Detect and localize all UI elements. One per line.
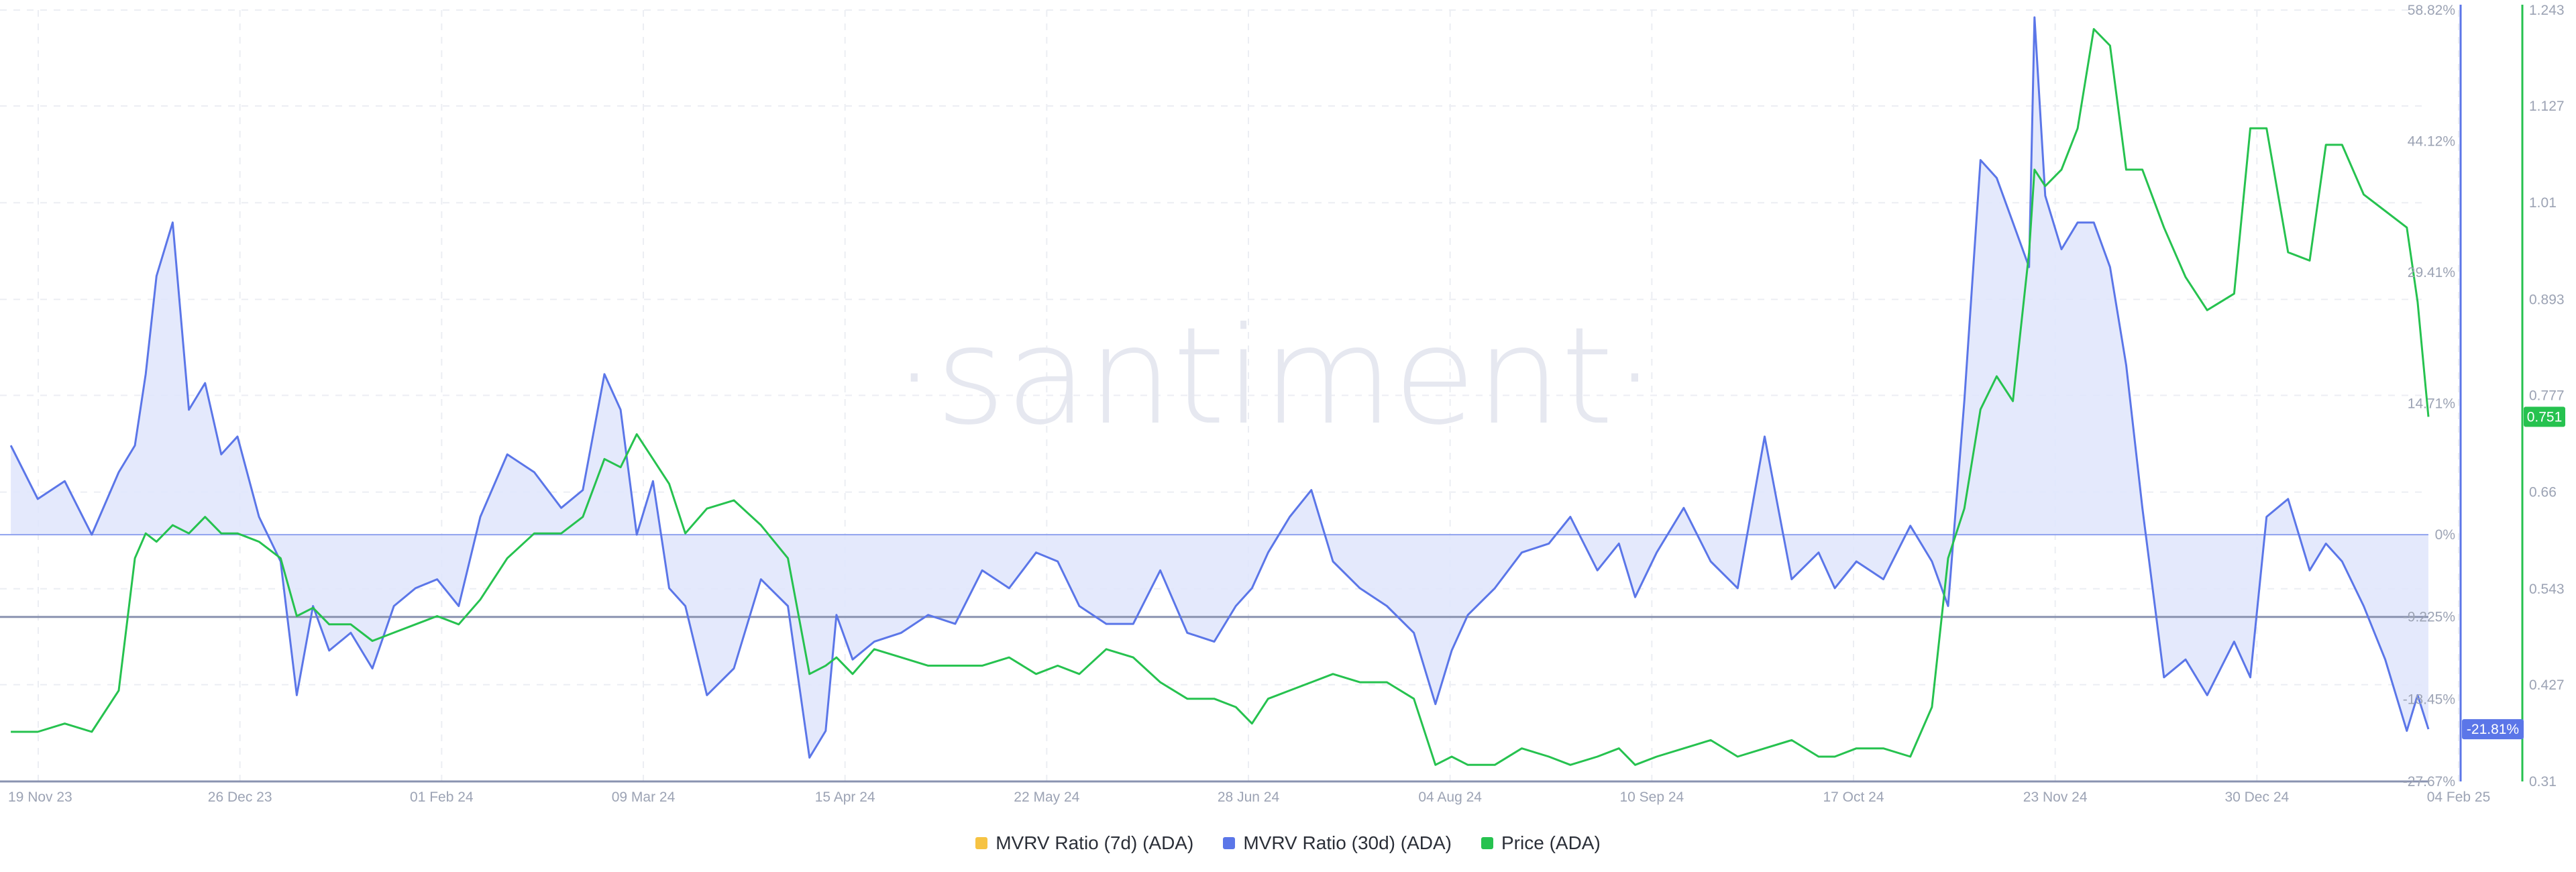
mvrv-axis-tick-label: -18.45% bbox=[2403, 692, 2455, 707]
x-axis-tick-label: 17 Oct 24 bbox=[1823, 789, 1884, 805]
legend-label-mvrv-7d: MVRV Ratio (7d) (ADA) bbox=[996, 832, 1194, 853]
legend-label-price: Price (ADA) bbox=[1501, 832, 1601, 853]
legend-swatch-price bbox=[1481, 837, 1493, 849]
axis-labels: 58.82% 44.12% 29.41% 14.71% 0% -9.225% -18.45%… bbox=[8, 3, 2565, 805]
price-current-badge bbox=[2524, 406, 2565, 427]
legend-swatch-mvrv-30d bbox=[1223, 837, 1236, 849]
mvrv-current-badge bbox=[2462, 719, 2524, 740]
mvrv-current-value: -21.81% bbox=[2467, 722, 2519, 737]
x-axis-tick-label: 04 Feb 25 bbox=[2427, 789, 2491, 805]
legend: MVRV Ratio (7d) (ADA) MVRV Ratio (30d) (… bbox=[0, 826, 2576, 860]
x-axis-tick-label: 15 Apr 24 bbox=[815, 789, 875, 805]
price-line bbox=[11, 28, 2430, 766]
x-axis-tick-label: 23 Nov 24 bbox=[2023, 789, 2088, 805]
mvrv-axis-tick-label: -27.67% bbox=[2403, 774, 2455, 789]
mvrv-axis-tick-label: 58.82% bbox=[2408, 3, 2455, 18]
price-axis-tick-label: 0.66 bbox=[2529, 485, 2557, 500]
mvrv-axis-tick-label: 44.12% bbox=[2408, 133, 2455, 149]
mvrv-axis-tick-label: 0% bbox=[2435, 527, 2455, 543]
x-axis-tick-label: 26 Dec 23 bbox=[208, 789, 272, 805]
current-value-badges: -21.81% 0.751 bbox=[2462, 406, 2565, 740]
x-axis-tick-label: 30 Dec 24 bbox=[2224, 789, 2289, 805]
x-axis-tick-label: 01 Feb 24 bbox=[410, 789, 474, 805]
price-axis-tick-label: 1.01 bbox=[2529, 195, 2557, 211]
x-axis-tick-label: 28 Jun 24 bbox=[1218, 789, 1280, 805]
price-axis-tick-label: 0.427 bbox=[2529, 677, 2565, 693]
price-axis-tick-label: 1.243 bbox=[2529, 3, 2565, 18]
x-axis-tick-label: 19 Nov 23 bbox=[8, 789, 72, 805]
price-axis-tick-label: 0.893 bbox=[2529, 292, 2565, 307]
price-axis-tick-label: 0.777 bbox=[2529, 388, 2565, 403]
mvrv-30d-area bbox=[11, 17, 2429, 758]
x-axis-tick-label: 04 Aug 24 bbox=[1418, 789, 1482, 805]
price-axis-tick-label: 1.127 bbox=[2529, 99, 2565, 114]
mvrv-30d-line bbox=[9, 16, 2430, 759]
axes bbox=[2459, 5, 2524, 781]
x-axis-tick-label: 09 Mar 24 bbox=[612, 789, 676, 805]
x-axis-tick-label: 22 May 24 bbox=[1014, 789, 1079, 805]
price-current-value: 0.751 bbox=[2527, 409, 2563, 425]
mvrv-axis-tick-label: 14.71% bbox=[2408, 396, 2455, 412]
legend-item-mvrv-7d[interactable]: MVRV Ratio (7d) (ADA) bbox=[975, 832, 1193, 854]
legend-item-price[interactable]: Price (ADA) bbox=[1481, 832, 1601, 854]
price-axis-tick-label: 0.31 bbox=[2529, 774, 2557, 789]
mvrv-price-chart: ·santiment· 58.82% 44.12% 29.41% 14.71% 0% -9… bbox=[0, 3, 2565, 805]
legend-item-mvrv-30d[interactable]: MVRV Ratio (30d) (ADA) bbox=[1223, 832, 1452, 854]
mvrv-axis-tick-label: -9.225% bbox=[2403, 610, 2455, 625]
x-axis-tick-label: 10 Sep 24 bbox=[1619, 789, 1684, 805]
santiment-watermark: ·santiment· bbox=[893, 298, 1656, 455]
legend-swatch-mvrv-7d bbox=[975, 837, 988, 849]
series-layer bbox=[0, 16, 2430, 783]
price-axis-tick-label: 0.543 bbox=[2529, 582, 2565, 597]
legend-label-mvrv-30d: MVRV Ratio (30d) (ADA) bbox=[1243, 832, 1452, 853]
mvrv-axis-tick-label: 29.41% bbox=[2408, 265, 2455, 280]
